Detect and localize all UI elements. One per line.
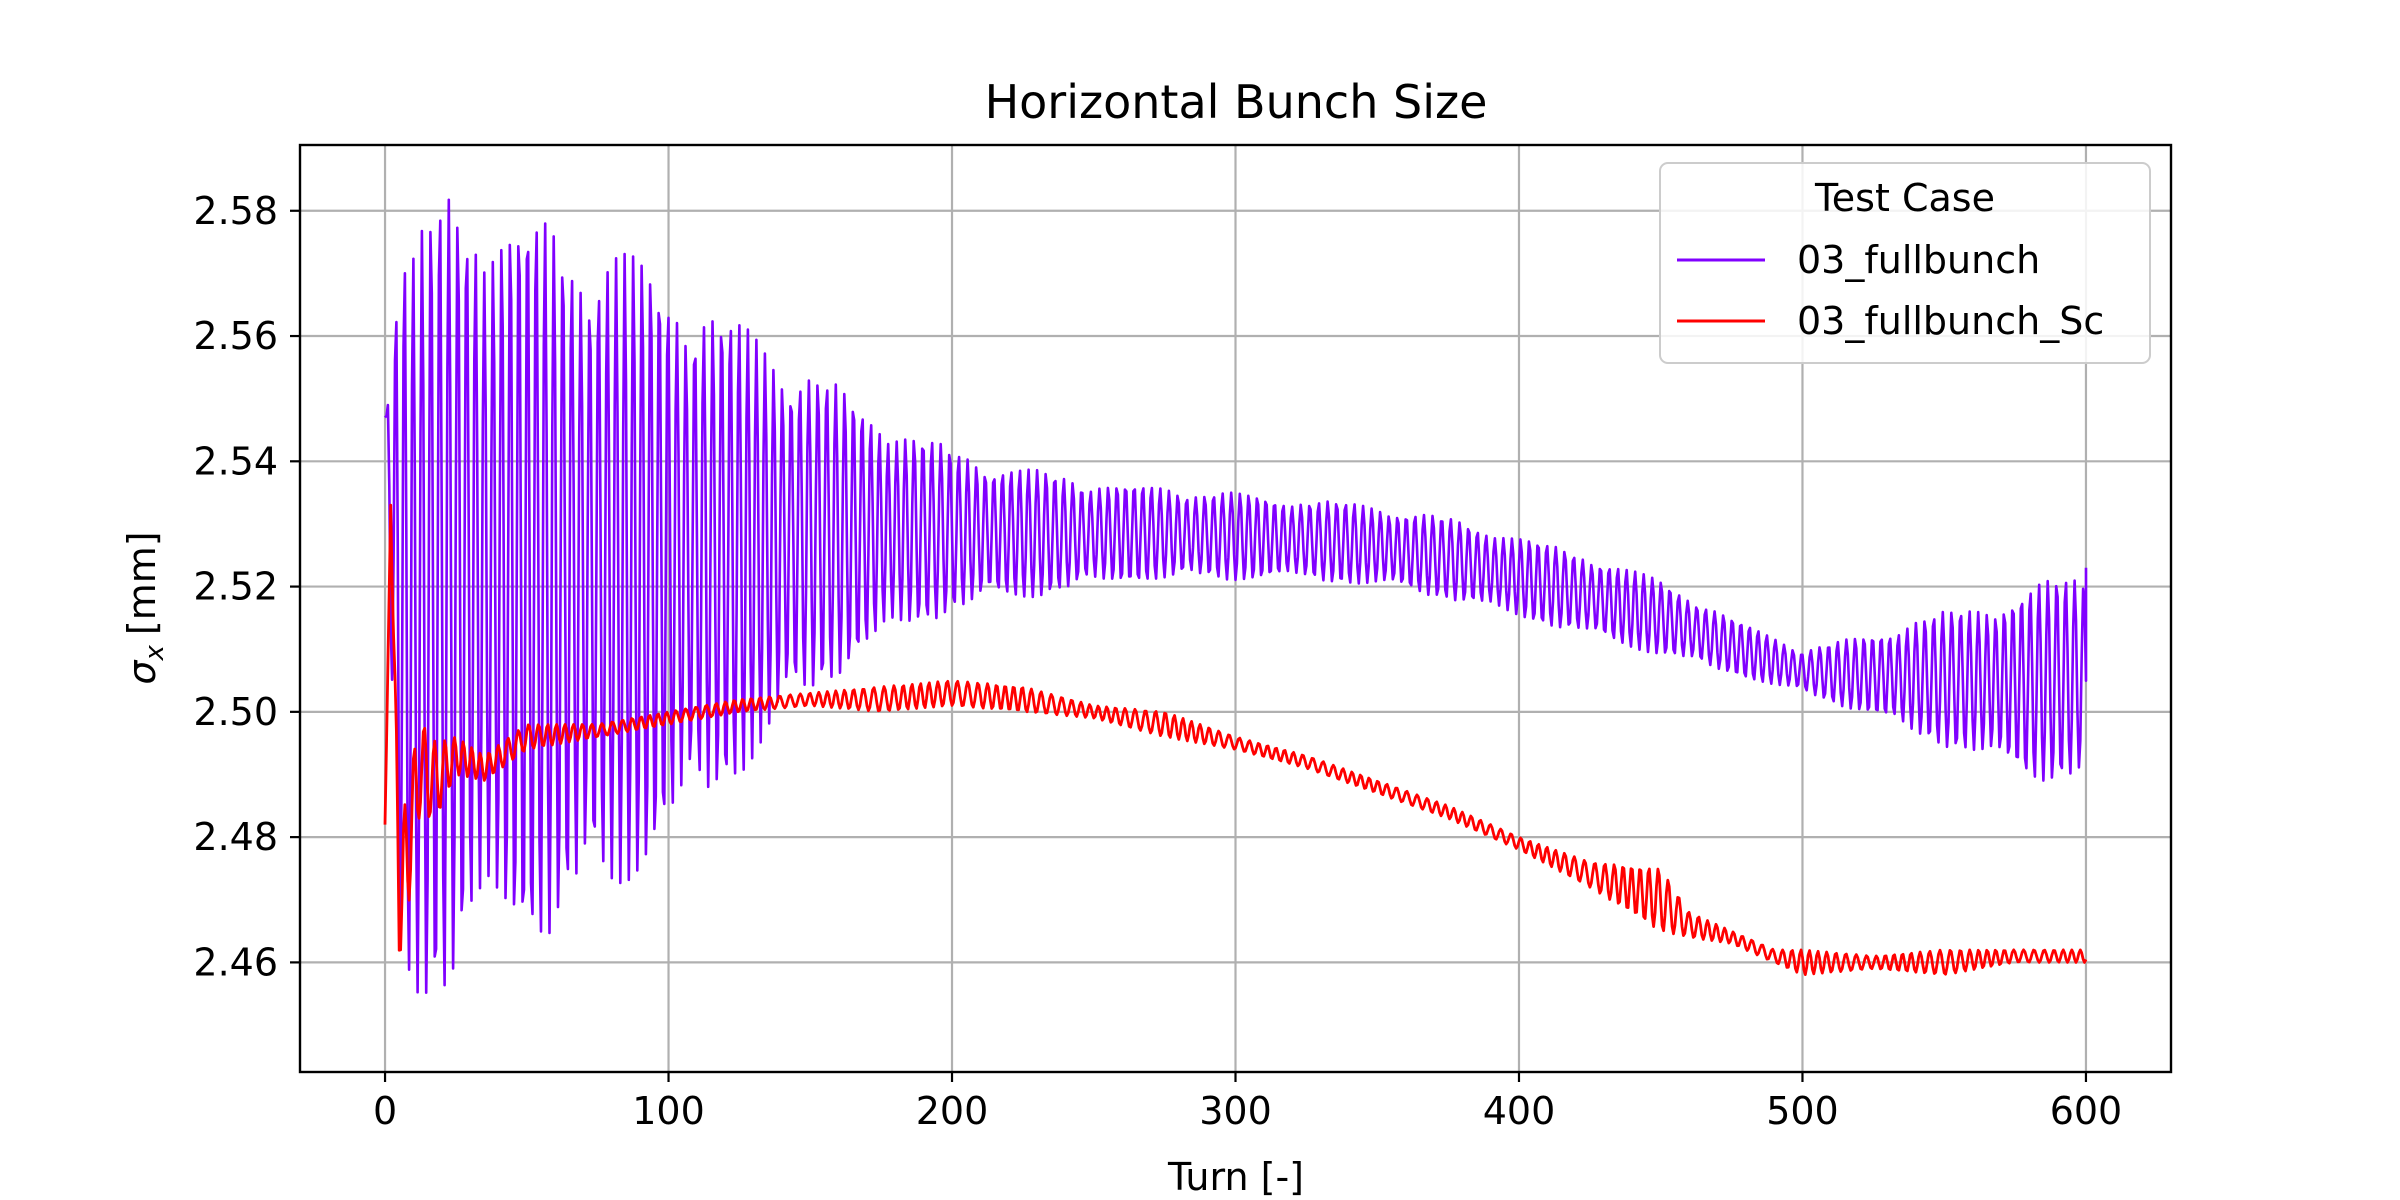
series-layer [383,198,2088,994]
y-tick-label: 2.48 [193,815,278,859]
y-tick-label: 2.50 [193,690,278,734]
y-tick-label: 2.58 [193,189,278,233]
x-tick-label: 0 [373,1089,397,1133]
x-tick-label: 400 [1483,1089,1556,1133]
y-axis-symbol: σ [120,659,164,685]
series-line-03-fullbunch [384,198,2088,994]
legend: Test Case 03_fullbunch 03_fullbunch_Sc [1659,162,2151,364]
chart-title: Horizontal Bunch Size [985,75,1488,129]
y-axis-title: σx [mm] [120,531,170,684]
x-axis-title: Turn [-] [1167,1155,1304,1199]
series-line-03-fullbunch-sc [383,503,2088,976]
y-tick-label: 2.46 [193,940,278,984]
y-axis-subscript: x [140,644,170,661]
y-tick-label: 2.56 [193,314,278,358]
y-axis-unit: [mm] [120,531,164,635]
x-tick-label: 200 [916,1089,989,1133]
legend-label-03-fullbunch-sc: 03_fullbunch_Sc [1797,299,2104,343]
legend-label-03-fullbunch: 03_fullbunch [1797,238,2040,282]
x-tick-label: 600 [2050,1089,2123,1133]
y-tick-label: 2.54 [193,439,278,483]
x-tick-label: 300 [1199,1089,1272,1133]
y-tick-label: 2.52 [193,565,278,609]
legend-title: Test Case [1814,176,1995,220]
y-axis-ticks: 2.46 2.48 2.50 2.52 2.54 2.56 2.58 [193,189,300,984]
x-axis-ticks: 0 100 200 300 400 500 600 [373,1072,2122,1133]
x-tick-label: 500 [1766,1089,1839,1133]
x-tick-label: 100 [632,1089,705,1133]
legend-box [1659,162,2151,364]
